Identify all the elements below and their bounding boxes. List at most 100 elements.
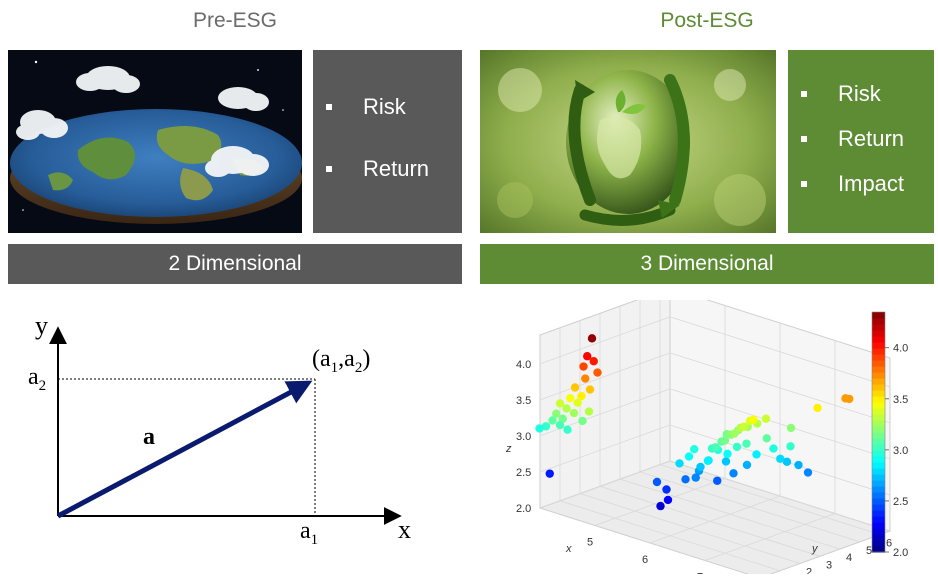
data-point [535,424,543,432]
post-esg-heading: Post-ESG [480,8,934,34]
bullet-item: Return [313,158,462,180]
x-tick-label: 7 [697,572,703,575]
colorbar-segment [872,372,885,379]
data-point [574,399,582,407]
three-dimensional-label: 3 Dimensional [480,244,934,284]
data-point [685,452,693,460]
data-point [585,407,593,415]
data-point [813,404,821,412]
colorbar-segment [872,318,885,325]
data-point [742,439,750,447]
data-point [570,409,578,417]
colorbar-segment [872,456,885,463]
data-point [769,444,777,452]
colorbar-segment [872,378,885,385]
colorbar-segment [872,462,885,469]
y-axis-label: y [35,316,48,340]
colorbar-segment [872,426,885,433]
data-point [546,469,554,477]
colorbar-segment [872,438,885,445]
data-point [578,417,586,425]
vector-diagram: y x a2 a1 a (a1,a2) [8,316,428,574]
two-dimensional-label: 2 Dimensional [8,244,462,284]
colorbar-segment [872,474,885,481]
vector-label: a [143,424,155,450]
x-axis-label: x [398,515,411,544]
y-tick-label: 2 [806,567,812,574]
colorbar-segment [872,492,885,499]
colorbar-segment [872,396,885,403]
data-point [593,368,601,376]
data-point [776,455,784,463]
colorbar-segment [872,522,885,529]
colorbar-segment [872,420,885,427]
y-tick-label: 6 [886,538,892,550]
data-point [581,374,589,382]
colorbar-segment [872,480,885,487]
x-tick-label: 6 [642,554,648,566]
data-point [692,473,700,481]
bullet-item: Return [788,128,934,150]
3d-scatter-plot: 2.02.53.03.54.0567123456xyz2.02.53.03.54… [480,300,934,574]
data-point [548,416,556,424]
colorbar-tick-label: 4.0 [893,343,908,355]
bullet-item: Impact [788,173,934,195]
data-point [704,457,712,465]
colorbar-segment [872,528,885,535]
square-bullet-icon [801,136,807,142]
data-point [653,478,661,486]
data-point [752,450,760,458]
colorbar-segment [872,498,885,505]
colorbar-segment [872,540,885,547]
pre-esg-heading: Pre-ESG [8,8,462,34]
data-point [786,442,794,450]
colorbar-segment [872,312,885,319]
data-point [762,415,770,423]
data-point [681,475,689,483]
colorbar-segment [872,510,885,517]
colorbar-segment [872,468,885,475]
a1-tick-label: a1 [300,518,318,548]
data-point [563,426,571,434]
colorbar-segment [872,450,885,457]
data-point [729,469,737,477]
colorbar-segment [872,414,885,421]
data-point [713,477,721,485]
point-coordinate-label: (a1,a2) [312,346,370,376]
vector-arrow [58,383,308,516]
data-point [711,443,719,451]
data-point [730,429,738,437]
colorbar-segment [872,432,885,439]
data-point [722,457,730,465]
z-tick-label: 2.0 [516,503,531,515]
data-point [583,352,591,360]
data-point [664,496,672,504]
data-point [721,436,729,444]
colorbar-tick-label: 2.5 [893,496,908,508]
square-bullet-icon [801,181,807,187]
colorbar-segment [872,516,885,523]
z-tick-label: 3.0 [516,431,531,443]
colorbar-segment [872,384,885,391]
colorbar-tick-label: 2.0 [893,547,908,559]
colorbar-segment [872,330,885,337]
colorbar-segment [872,390,885,397]
colorbar-segment [872,402,885,409]
data-point [690,445,698,453]
z-tick-label: 3.5 [516,395,531,407]
data-point [723,450,731,458]
colorbar-segment [872,534,885,541]
colorbar-segment [872,336,885,343]
colorbar-segment [872,342,885,349]
x-axis-title: x [565,543,572,555]
colorbar-segment [872,504,885,511]
colorbar-segment [872,348,885,355]
colorbar-segment [872,444,885,451]
pre-esg-dimensions-box: Risk Return [313,50,462,233]
data-point [556,399,564,407]
data-point [696,463,704,471]
y-tick-label: 4 [846,552,852,564]
data-point [841,394,849,402]
bullet-item: Risk [788,83,934,105]
flat-earth-illustration [8,50,302,233]
